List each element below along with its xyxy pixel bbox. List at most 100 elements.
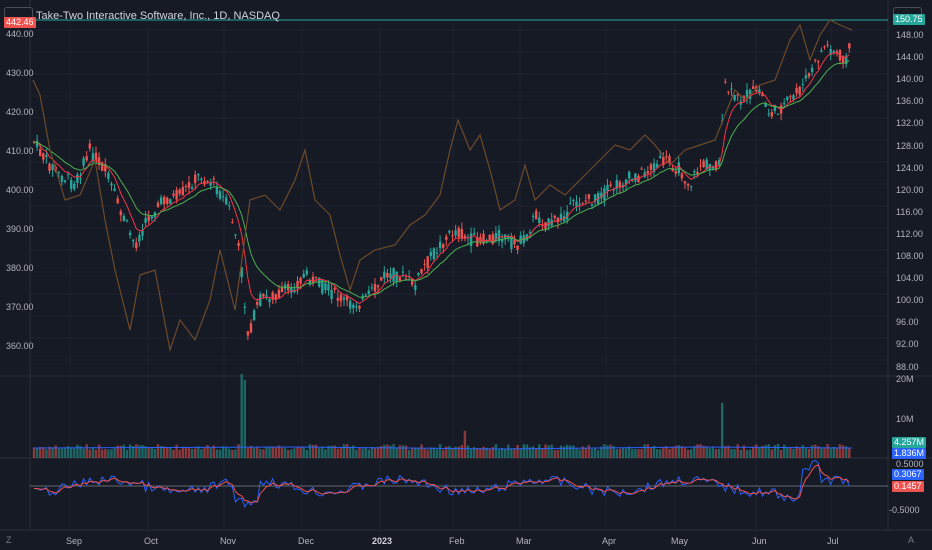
volume-bar: [457, 446, 460, 458]
candle-body: [671, 168, 674, 172]
candle-body: [321, 279, 324, 294]
volume-bar: [280, 447, 284, 458]
log-scale-toggle[interactable]: Z: [6, 535, 12, 545]
volume-bar: [711, 446, 715, 458]
candle-body: [727, 91, 730, 93]
candle-body: [104, 164, 107, 172]
candle-body: [690, 185, 693, 187]
candle-body: [792, 95, 795, 100]
volume-bar: [141, 445, 144, 458]
candle-body: [463, 235, 467, 239]
candle-body: [51, 164, 54, 171]
candle-body: [280, 287, 284, 293]
volume-bar: [575, 448, 578, 458]
candle-body: [203, 180, 206, 185]
candle-body: [352, 304, 355, 309]
volume-bar: [159, 446, 163, 458]
volume-badge-average: 1.836M: [892, 448, 927, 459]
candle-body: [628, 171, 631, 179]
volume-bar: [798, 447, 801, 458]
candle-body: [426, 256, 429, 269]
candle-body: [383, 271, 386, 279]
osc-red-line: [33, 464, 850, 504]
right-axis-tick: 116.00: [896, 206, 923, 217]
candle-body: [349, 300, 352, 309]
volume-bar: [386, 444, 389, 458]
volume-bar: [476, 448, 479, 458]
volume-bar: [804, 447, 808, 458]
candle-body: [342, 297, 346, 300]
candle-body: [761, 93, 764, 97]
candle-body: [643, 172, 646, 177]
volume-bar: [156, 444, 160, 458]
candle-body: [150, 216, 153, 219]
candle-body: [665, 155, 668, 157]
volume-bar: [153, 448, 157, 458]
volume-bar: [562, 446, 566, 458]
candle-body: [649, 164, 653, 170]
volume-bar: [752, 446, 755, 458]
candle-body: [634, 173, 637, 182]
volume-bar: [268, 447, 271, 458]
candle-body: [584, 200, 587, 202]
volume-bar: [810, 445, 814, 458]
volume-bar: [376, 446, 380, 458]
volume-bar: [420, 444, 423, 458]
volume-bar: [349, 446, 352, 458]
volume-bar: [42, 447, 45, 458]
candle-body: [218, 191, 222, 199]
candle-body: [445, 236, 448, 240]
candle-body: [274, 294, 277, 300]
left-axis-tick: 400.00: [6, 185, 34, 195]
candle-body: [290, 287, 293, 293]
candle-body: [438, 241, 442, 249]
candle-body: [798, 86, 801, 95]
volume-bar: [184, 447, 188, 458]
volume-bar: [234, 449, 237, 458]
volume-bar: [649, 447, 653, 458]
candle-body: [163, 197, 166, 205]
candle-body: [581, 203, 584, 205]
volume-bar: [163, 446, 166, 458]
candle-body: [538, 217, 541, 223]
time-axis-label: Apr: [602, 536, 617, 546]
volume-bar: [779, 449, 783, 458]
volume-bar: [699, 444, 702, 458]
candle-body: [807, 73, 811, 77]
volume-bar: [417, 447, 420, 458]
volume-bar: [643, 444, 646, 458]
volume-bar: [590, 449, 594, 458]
candle-body: [783, 102, 786, 105]
candle-body: [159, 197, 163, 205]
volume-bar: [525, 444, 529, 458]
volume-bar: [724, 446, 727, 458]
candle-body: [659, 156, 662, 158]
volume-bar: [181, 446, 184, 458]
volume-bar: [758, 447, 761, 458]
candle-body: [367, 290, 370, 294]
volume-bar: [287, 449, 290, 458]
volume-bar: [364, 447, 367, 458]
candle-body: [259, 294, 262, 307]
candle-body: [101, 162, 104, 171]
volume-bar: [671, 447, 674, 458]
volume-bar: [612, 446, 615, 458]
osc-blue-line: [33, 459, 850, 509]
volume-bar: [792, 448, 795, 458]
auto-scale-toggle[interactable]: A: [908, 535, 915, 545]
volume-bar: [215, 449, 219, 458]
volume-bar: [516, 445, 519, 458]
volume-bar: [147, 447, 150, 458]
volume-bar: [125, 449, 129, 458]
volume-bar: [569, 445, 572, 458]
candle-body: [609, 184, 612, 187]
candle-body: [48, 163, 51, 171]
volume-bar: [451, 449, 454, 458]
volume-bar: [652, 445, 656, 458]
candle-body: [528, 232, 532, 234]
volume-bar: [63, 447, 67, 458]
osc-badge-blue: 0.3067: [892, 469, 924, 480]
volume-bar: [144, 446, 147, 458]
volume-bar: [389, 445, 392, 458]
